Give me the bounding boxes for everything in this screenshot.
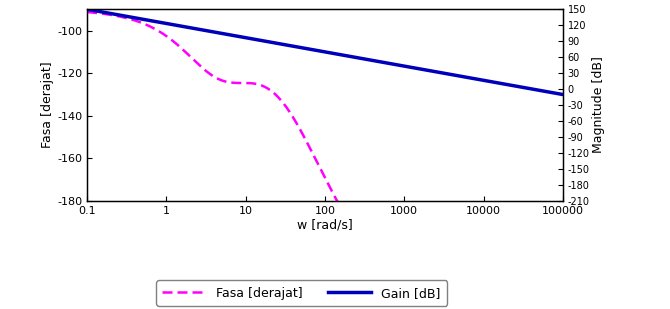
Line: Fasa [derajat]: Fasa [derajat]	[87, 12, 563, 211]
Fasa [derajat]	[369, 210, 377, 213]
Fasa [derajat]	[265, 87, 273, 91]
Y-axis label: Fasa [derajat]: Fasa [derajat]	[42, 62, 54, 148]
Gain [dB]	[369, 58, 377, 62]
Gain [dB]	[474, 78, 482, 81]
Gain [dB]	[265, 40, 273, 44]
Fasa [derajat]	[474, 210, 482, 213]
Fasa [derajat]	[83, 10, 91, 14]
Gain [dB]	[559, 93, 567, 96]
X-axis label: w [rad/s]: w [rad/s]	[297, 218, 353, 231]
Y-axis label: Magnitude [dB]: Magnitude [dB]	[592, 57, 606, 154]
Line: Gain [dB]: Gain [dB]	[87, 9, 563, 95]
Fasa [derajat]	[559, 210, 567, 213]
Fasa [derajat]	[393, 210, 401, 213]
Fasa [derajat]	[339, 210, 347, 213]
Gain [dB]	[393, 63, 401, 66]
Fasa [derajat]	[438, 210, 446, 213]
Gain [dB]	[438, 71, 446, 75]
Legend: Fasa [derajat], Gain [dB]: Fasa [derajat], Gain [dB]	[156, 280, 447, 306]
Gain [dB]	[170, 23, 178, 27]
Fasa [derajat]	[170, 40, 178, 43]
Gain [dB]	[83, 7, 91, 11]
